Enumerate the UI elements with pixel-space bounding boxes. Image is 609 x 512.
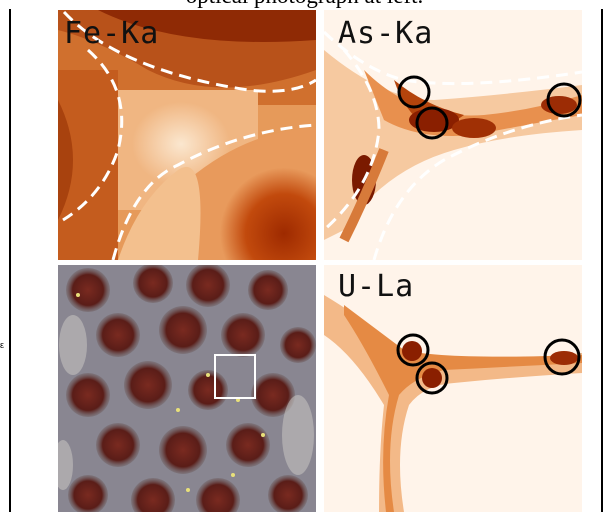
fe-ka-image bbox=[58, 10, 316, 260]
side-mark: ε bbox=[0, 340, 5, 350]
region-box bbox=[214, 354, 256, 399]
figure-caption: optical photograph at left. bbox=[0, 0, 609, 8]
u-marker-3 bbox=[543, 338, 581, 376]
fe-ka-label: Fe-Ka bbox=[64, 16, 160, 51]
as-marker-2 bbox=[415, 106, 449, 140]
u-marker-2 bbox=[415, 361, 449, 395]
fe-ka-map: Fe-Ka bbox=[58, 10, 316, 260]
u-la-map: U-La bbox=[324, 265, 582, 512]
u-marker-1 bbox=[396, 333, 430, 367]
as-ka-image bbox=[324, 10, 582, 260]
as-marker-3 bbox=[546, 82, 582, 118]
u-la-label: U-La bbox=[338, 269, 415, 304]
figure-frame bbox=[9, 9, 603, 512]
optical-image bbox=[58, 265, 316, 512]
as-ka-label: As-Ka bbox=[338, 16, 434, 51]
as-ka-map: As-Ka bbox=[324, 10, 582, 260]
as-marker-1 bbox=[397, 75, 431, 109]
u-la-image bbox=[324, 265, 582, 512]
optical-photograph bbox=[58, 265, 316, 512]
